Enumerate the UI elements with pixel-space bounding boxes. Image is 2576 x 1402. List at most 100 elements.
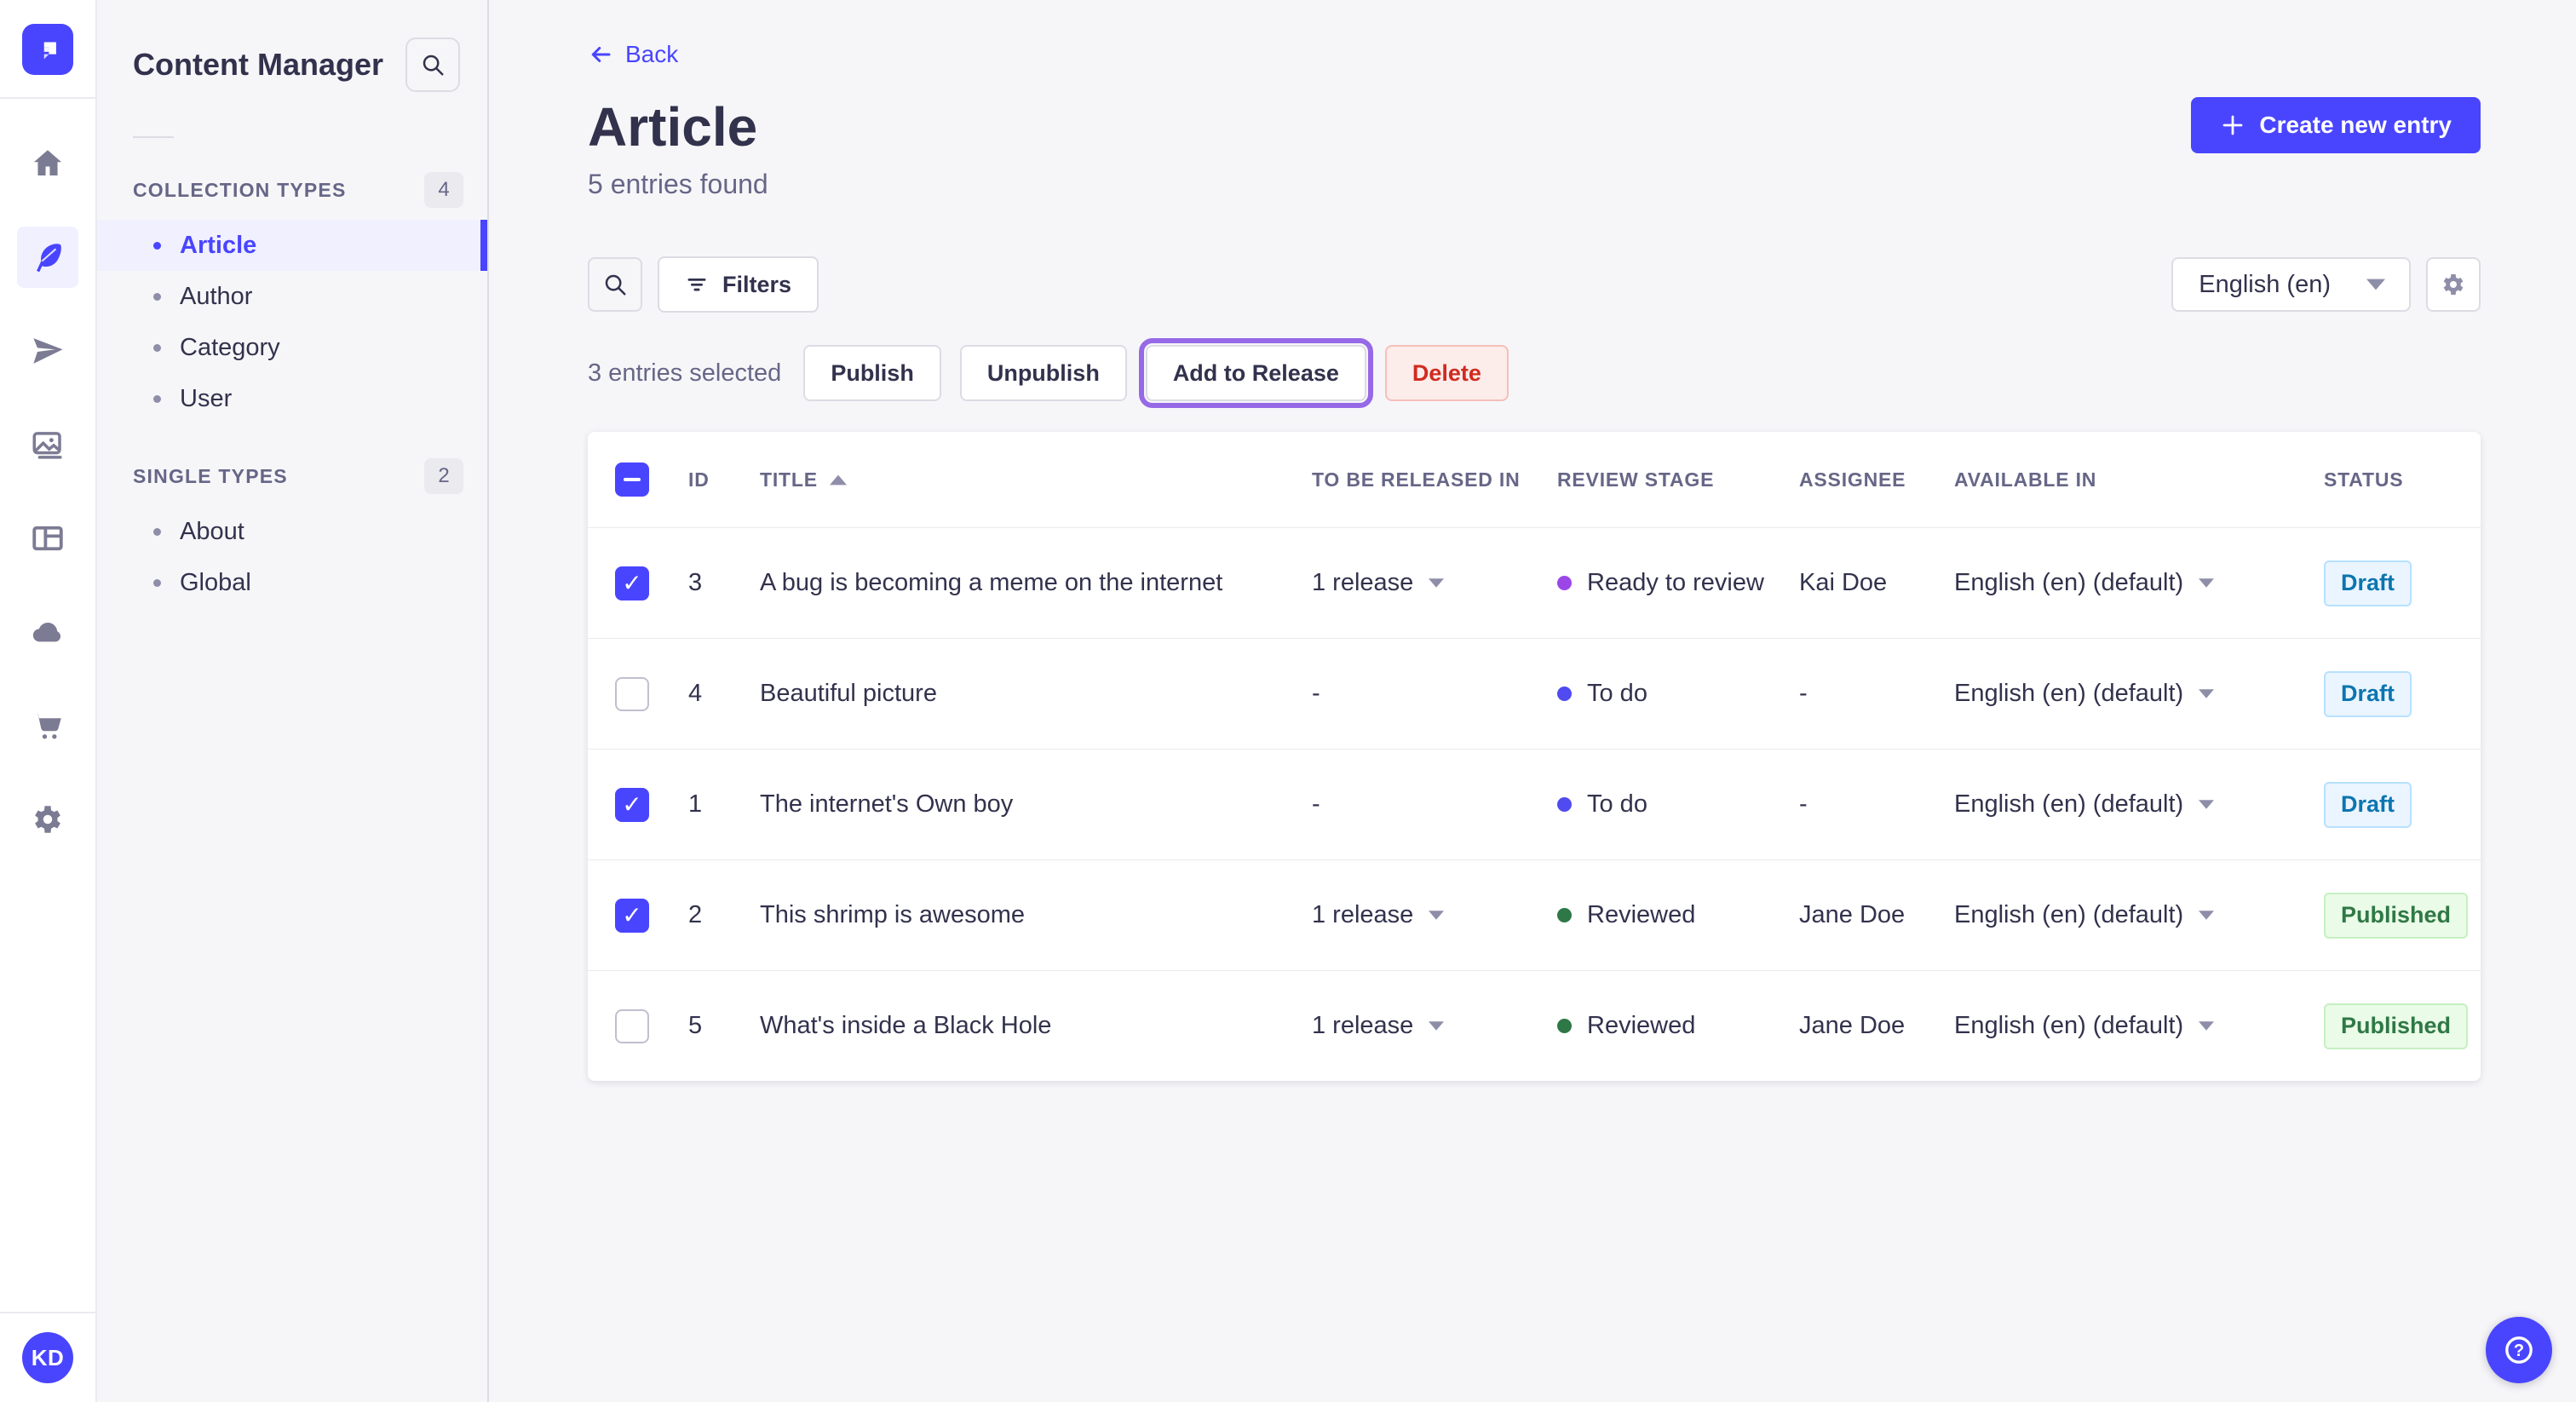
row-checkbox[interactable]: ✓	[615, 787, 649, 822]
table-row[interactable]: 4 Beautiful picture - To do - English (e…	[588, 638, 2481, 749]
delete-button[interactable]: Delete	[1384, 345, 1509, 401]
stage-label: To do	[1587, 680, 1647, 707]
stage-label: Reviewed	[1587, 901, 1696, 928]
cell-id: 2	[688, 901, 703, 928]
back-label: Back	[625, 41, 679, 67]
stage-dot-icon	[1557, 576, 1572, 590]
collection-types-header: COLLECTION TYPES 4	[97, 172, 487, 208]
release-value: -	[1312, 680, 1320, 707]
row-checkbox[interactable]	[615, 676, 649, 711]
sidebar-item-category[interactable]: Category	[97, 322, 487, 373]
header-available-in[interactable]: AVAILABLE IN	[1954, 468, 2097, 491]
header-to-be-released-in[interactable]: TO BE RELEASED IN	[1312, 468, 1521, 491]
status-badge: Draft	[2324, 560, 2412, 606]
cell-release-dropdown[interactable]: 1 release	[1285, 569, 1530, 597]
chevron-down-icon	[2366, 279, 2385, 290]
cell-assignee: Kai Doe	[1799, 569, 1888, 596]
indeterminate-dash-icon	[624, 478, 641, 481]
main-content: Back Article 5 entries found Create new …	[489, 0, 2576, 1402]
unpublish-button[interactable]: Unpublish	[959, 345, 1127, 401]
header-status[interactable]: STATUS	[2324, 468, 2404, 491]
table-row[interactable]: ✓ 3 A bug is becoming a meme on the inte…	[588, 527, 2481, 638]
search-button[interactable]	[588, 257, 642, 312]
chevron-down-icon	[1429, 911, 1445, 920]
filters-label: Filters	[722, 271, 792, 297]
cell-review-stage: Ready to review	[1530, 569, 1794, 597]
sidebar-item-label: About	[180, 517, 244, 545]
cell-available-in-dropdown[interactable]: English (en) (default)	[1949, 569, 2319, 597]
create-new-entry-button[interactable]: Create new entry	[2191, 97, 2481, 153]
cell-available-in-dropdown[interactable]: English (en) (default)	[1949, 1012, 2319, 1040]
chevron-down-icon	[2199, 578, 2215, 588]
sidebar-item-author[interactable]: Author	[97, 271, 487, 322]
chevron-down-icon	[1429, 578, 1445, 588]
header-id[interactable]: ID	[688, 468, 710, 491]
subnav-search-button[interactable]	[405, 37, 460, 92]
table-row[interactable]: ✓ 2 This shrimp is awesome 1 release Rev…	[588, 859, 2481, 970]
locale-select[interactable]: English (en)	[2171, 257, 2411, 312]
cell-title: The internet's Own boy	[760, 790, 1014, 818]
sidebar-item-global[interactable]: Global	[97, 557, 487, 608]
cell-title: A bug is becoming a meme on the internet	[760, 569, 1223, 596]
publish-button[interactable]: Publish	[803, 345, 941, 401]
back-arrow-icon	[591, 47, 611, 62]
media-library-icon[interactable]	[17, 414, 78, 475]
header-assignee[interactable]: ASSIGNEE	[1799, 468, 1906, 491]
strapi-logo[interactable]	[22, 24, 73, 75]
logo-section	[0, 0, 96, 99]
header-title[interactable]: TITLE	[733, 468, 1285, 491]
cell-title: This shrimp is awesome	[760, 901, 1026, 928]
help-icon: ?	[2505, 1336, 2533, 1364]
view-settings-button[interactable]	[2426, 257, 2481, 312]
cell-available-in-dropdown[interactable]: English (en) (default)	[1949, 680, 2319, 708]
status-badge: Published	[2324, 892, 2469, 939]
add-to-release-button[interactable]: Add to Release	[1138, 338, 1373, 408]
table-row[interactable]: 5 What's inside a Black Hole 1 release R…	[588, 970, 2481, 1081]
layout-builder-icon[interactable]	[17, 508, 78, 569]
filters-button[interactable]: Filters	[658, 256, 819, 313]
row-checkbox[interactable]: ✓	[615, 898, 649, 933]
create-new-entry-label: Create new entry	[2259, 112, 2452, 138]
select-all-checkbox[interactable]	[615, 463, 649, 497]
sidebar-item-about[interactable]: About	[97, 506, 487, 557]
stage-dot-icon	[1557, 1019, 1572, 1033]
page-title: Article	[588, 96, 758, 158]
row-checkbox[interactable]	[615, 1008, 649, 1043]
stage-dot-icon	[1557, 908, 1572, 922]
release-value: -	[1312, 790, 1320, 818]
cell-release-dropdown[interactable]: 1 release	[1285, 1012, 1530, 1040]
sort-asc-icon	[829, 474, 847, 485]
cell-release: -	[1285, 680, 1530, 708]
back-link[interactable]: Back	[588, 41, 678, 68]
avatar[interactable]: KD	[22, 1332, 73, 1383]
cloud-icon[interactable]	[17, 601, 78, 663]
help-button[interactable]: ?	[2486, 1317, 2552, 1383]
cart-icon[interactable]	[17, 695, 78, 756]
paper-plane-icon[interactable]	[17, 320, 78, 382]
sidebar-item-article[interactable]: Article	[97, 220, 487, 271]
table-row[interactable]: ✓ 1 The internet's Own boy - To do - Eng…	[588, 749, 2481, 859]
stage-label: Reviewed	[1587, 1012, 1696, 1039]
locale-label: English (en) (default)	[1954, 901, 2184, 928]
cell-available-in-dropdown[interactable]: English (en) (default)	[1949, 790, 2319, 819]
cell-release-dropdown[interactable]: 1 release	[1285, 901, 1530, 929]
rail-icon-list	[17, 133, 78, 1312]
svg-text:?: ?	[2514, 1342, 2524, 1360]
home-icon[interactable]	[17, 133, 78, 194]
cell-available-in-dropdown[interactable]: English (en) (default)	[1949, 901, 2319, 929]
sidebar-item-label: Category	[180, 333, 280, 361]
sidebar-item-user[interactable]: User	[97, 373, 487, 424]
locale-label: English (en) (default)	[1954, 790, 2184, 818]
settings-gear-icon[interactable]	[17, 789, 78, 850]
cell-review-stage: To do	[1530, 680, 1794, 708]
content-manager-feather-icon[interactable]	[17, 227, 78, 288]
subnav-divider	[133, 136, 174, 138]
search-icon	[605, 274, 626, 296]
release-value: 1 release	[1312, 569, 1414, 596]
row-checkbox[interactable]: ✓	[615, 566, 649, 600]
cell-id: 5	[688, 1012, 703, 1039]
entries-table: ID TITLE TO BE RELEASED IN REVIEW STAGE …	[588, 432, 2481, 1081]
chevron-down-icon	[2199, 1021, 2215, 1031]
header-review-stage[interactable]: REVIEW STAGE	[1557, 468, 1715, 491]
search-icon	[423, 55, 444, 76]
